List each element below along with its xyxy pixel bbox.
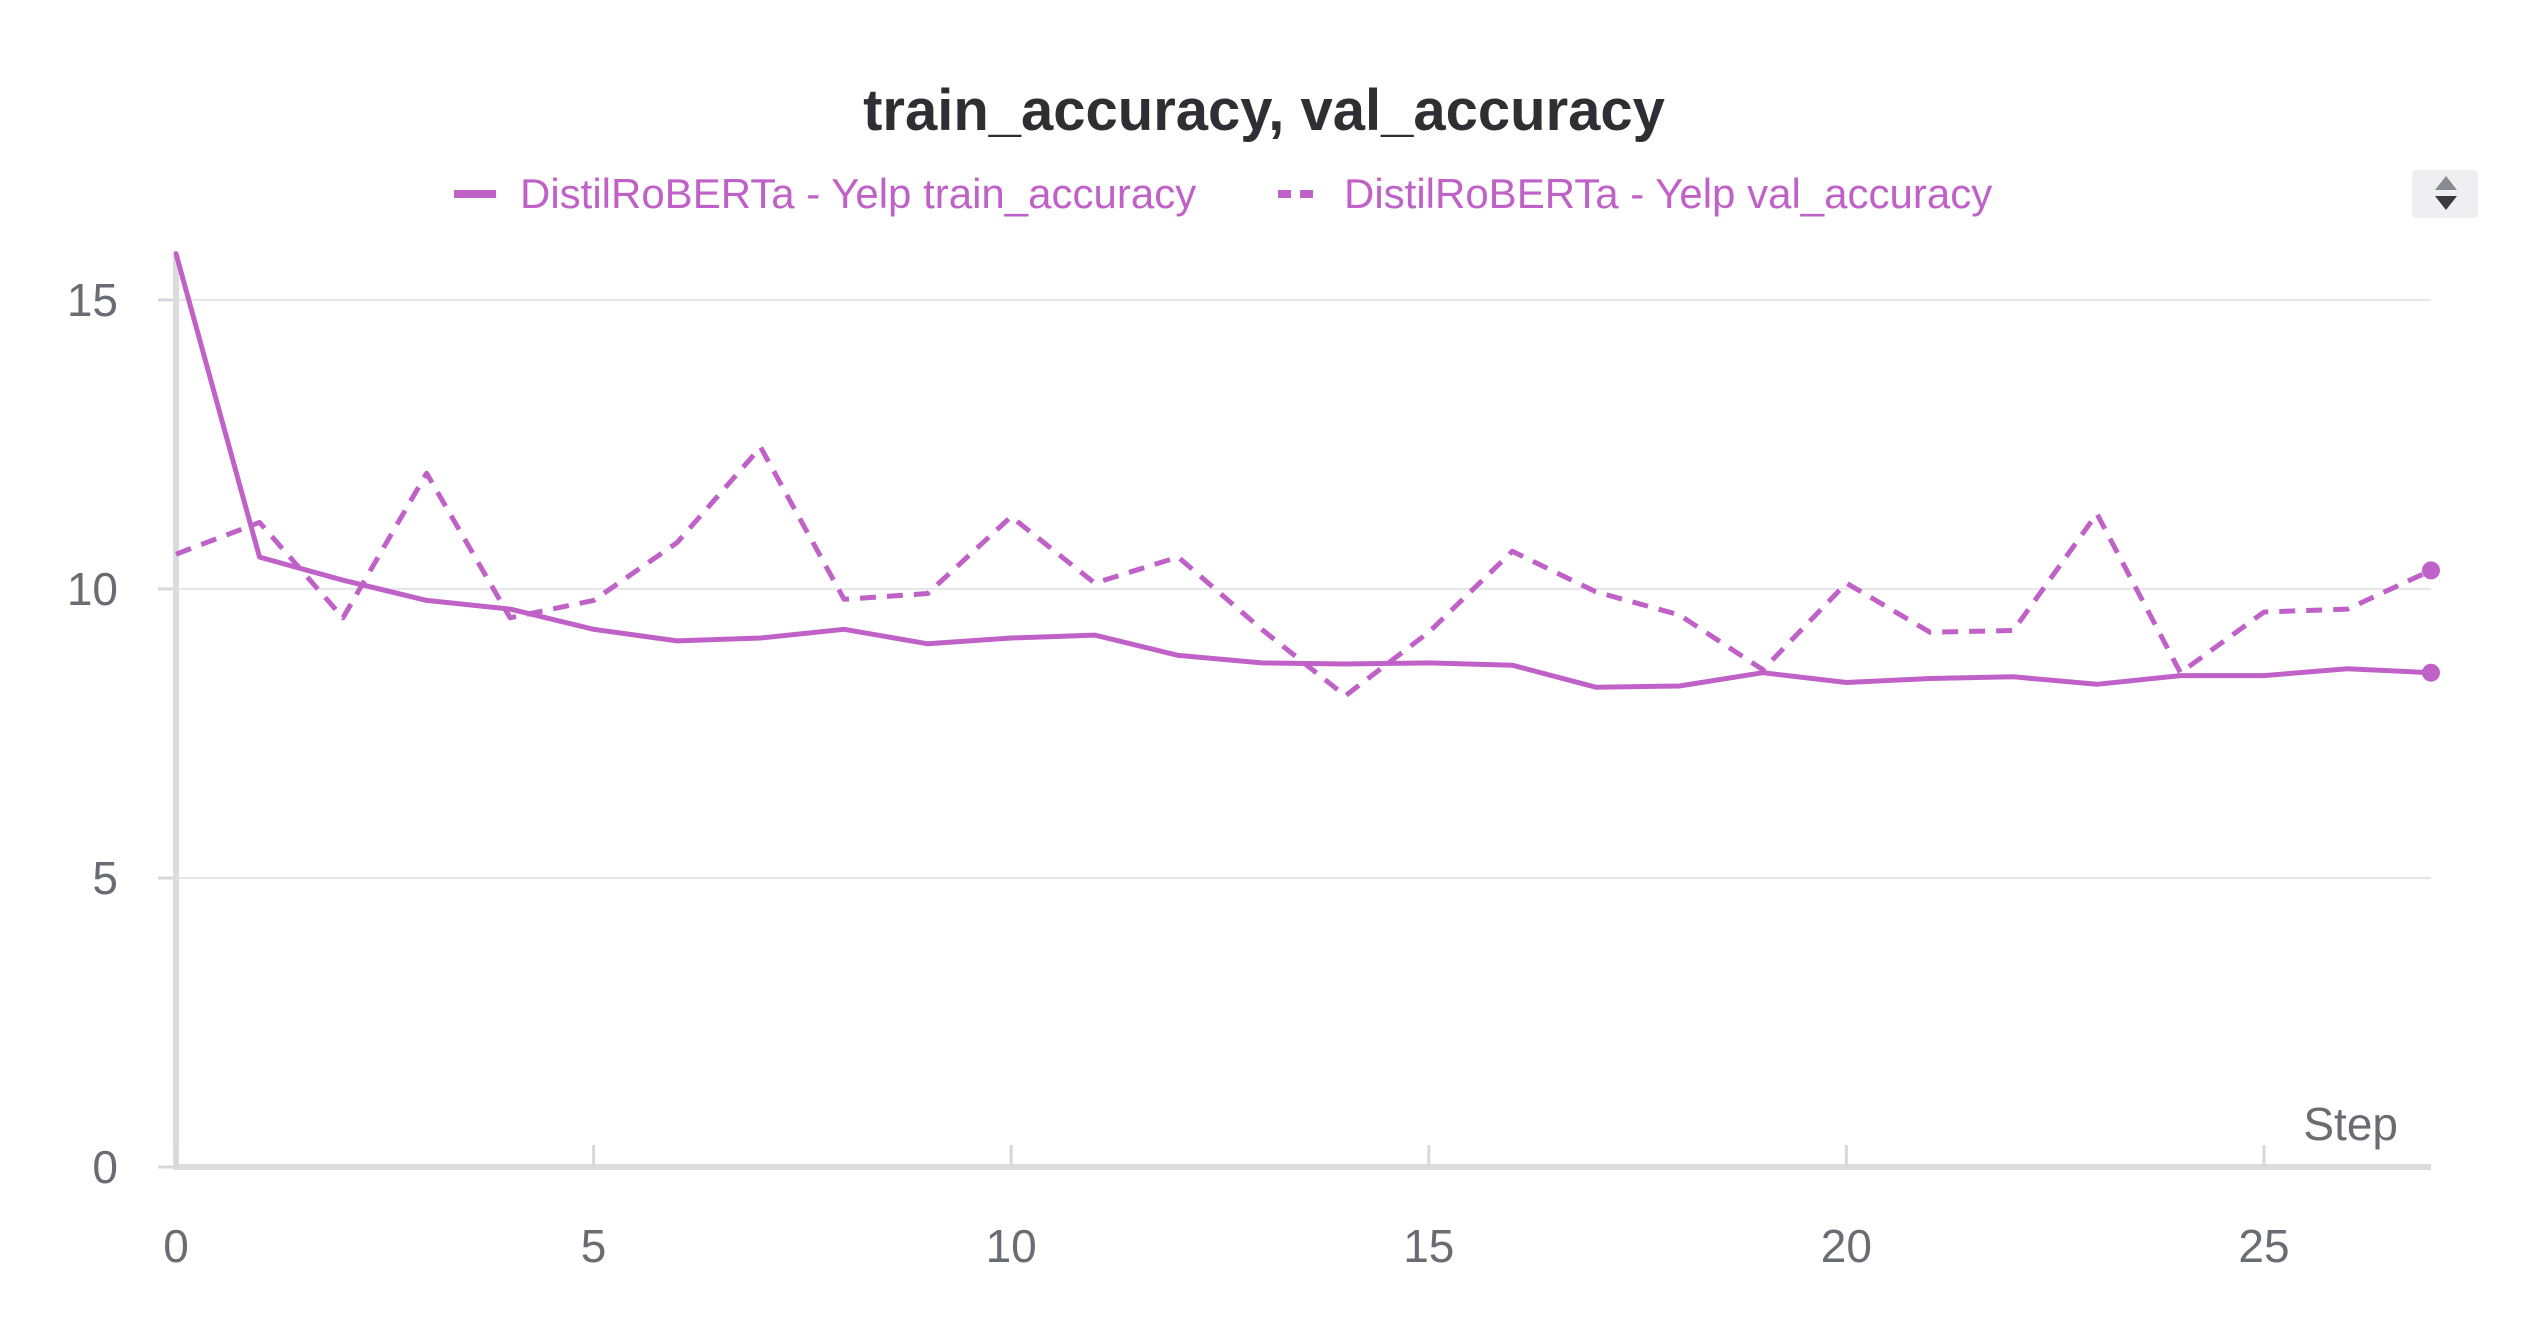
val-accuracy-endpoint xyxy=(2422,561,2440,580)
chart-title: train_accuracy, val_accuracy xyxy=(863,78,1665,143)
y-tick-label: 0 xyxy=(92,1141,118,1193)
x-tick-label: 10 xyxy=(986,1220,1037,1272)
train-accuracy-line xyxy=(173,251,2434,690)
legend-label: DistilRoBERTa - Yelp train_accuracy xyxy=(520,170,1196,217)
y-tick-label: 15 xyxy=(67,274,118,326)
gridlines xyxy=(176,298,2431,879)
axes: 0 5 10 15 0 5 10 15 20 25 xyxy=(67,256,2431,1272)
x-tick-label: 25 xyxy=(2238,1220,2289,1272)
x-axis-title: Step xyxy=(2303,1098,2398,1150)
legend-label: DistilRoBERTa - Yelp val_accuracy xyxy=(1344,170,1992,217)
legend: DistilRoBERTa - Yelp train_accuracy Disti… xyxy=(454,170,1992,217)
x-tick-label: 15 xyxy=(1403,1220,1454,1272)
x-tick-label: 5 xyxy=(581,1220,607,1272)
y-tick-label: 10 xyxy=(67,563,118,615)
val-accuracy-line xyxy=(175,444,2433,699)
chevron-down-icon xyxy=(2435,196,2457,210)
legend-scroll-button[interactable] xyxy=(2412,170,2478,218)
y-tick-label: 5 xyxy=(92,852,118,904)
train-accuracy-endpoint xyxy=(2422,663,2440,682)
x-tick-label: 0 xyxy=(163,1220,189,1272)
x-tick-label: 20 xyxy=(1821,1220,1872,1272)
plot-area xyxy=(173,251,2440,699)
chevron-up-icon xyxy=(2435,176,2457,190)
